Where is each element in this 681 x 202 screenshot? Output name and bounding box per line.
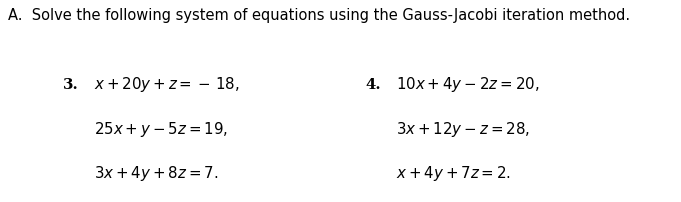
Text: $x + 4y + 7z = 2.$: $x + 4y + 7z = 2.$ (396, 164, 511, 183)
Text: $3x + 4y + 8z = 7.$: $3x + 4y + 8z = 7.$ (94, 164, 218, 183)
Text: A.  Solve the following system of equations using the Gauss-Jacobi iteration met: A. Solve the following system of equatio… (8, 8, 631, 23)
Text: $25x + y - 5z = 19,$: $25x + y - 5z = 19,$ (94, 120, 228, 139)
Text: $10x + 4y - 2z = 20,$: $10x + 4y - 2z = 20,$ (396, 75, 540, 94)
Text: 4.: 4. (366, 78, 381, 92)
Text: $3x + 12y - z = 28,$: $3x + 12y - z = 28,$ (396, 120, 530, 139)
Text: 3.: 3. (63, 78, 78, 92)
Text: $x + 20y + z = -\,18,$: $x + 20y + z = -\,18,$ (94, 75, 240, 94)
